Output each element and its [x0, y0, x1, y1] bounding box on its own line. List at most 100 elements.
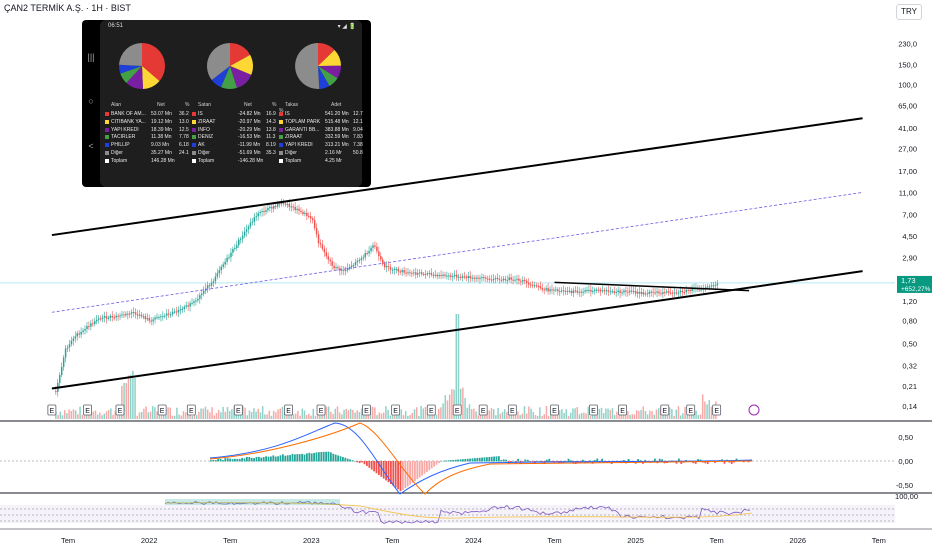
- phone-table-cell: 13.8: [266, 126, 276, 133]
- phone-table-cell: AK: [198, 142, 205, 149]
- phone-table-cell: 16.9: [266, 111, 276, 117]
- volume-bar: [90, 414, 92, 419]
- volume-bar: [360, 408, 363, 419]
- phone-table-cell: BANK OF AM...: [111, 111, 146, 117]
- candle: [529, 284, 532, 286]
- candle: [440, 275, 442, 277]
- legend-swatch: [192, 119, 196, 124]
- candle: [502, 278, 505, 281]
- candle: [469, 276, 472, 279]
- volume-bar: [521, 413, 524, 419]
- volume-bar: [356, 410, 359, 419]
- volume-bar: [261, 406, 264, 419]
- volume-bar: [492, 408, 495, 419]
- macd-bar: [462, 459, 464, 462]
- volume-bar: [305, 414, 308, 419]
- candle: [518, 278, 520, 281]
- macd-bar: [294, 454, 296, 462]
- macd-bar: [315, 452, 318, 462]
- phone-table-row: IS -24.82 Mn 16.9: [192, 111, 284, 119]
- macd-bar: [313, 452, 315, 462]
- volume-bar: [213, 415, 216, 419]
- event-marker-label: E: [393, 408, 398, 415]
- volume-bar: [686, 413, 689, 419]
- candle: [582, 291, 584, 293]
- candle: [527, 282, 530, 285]
- candle: [191, 302, 193, 304]
- candle: [156, 317, 158, 319]
- event-marker-label: E: [364, 408, 369, 415]
- phone-table-cell: 146.28 Mn: [151, 157, 175, 164]
- volume-bar: [589, 415, 592, 419]
- price-axis-tick: 2,90: [902, 254, 917, 263]
- candle: [570, 290, 573, 294]
- event-marker-box: [362, 404, 371, 416]
- macd-bar: [502, 459, 505, 462]
- phone-table-cell: Toplam: [111, 157, 128, 164]
- volume-bar: [171, 415, 174, 419]
- pie-slice: [318, 65, 342, 79]
- phone-screenshot: ||| ○ < 06:51 ▾ ◢ 🔋 Alan Net% BANK OF AM..…: [82, 20, 371, 187]
- candle: [632, 291, 635, 293]
- macd-bar: [464, 458, 467, 462]
- macd-bar: [466, 458, 469, 462]
- volume-bar: [701, 394, 704, 419]
- volume-bar: [358, 412, 361, 419]
- volume-bar: [409, 415, 411, 419]
- candle: [654, 292, 656, 294]
- candle: [132, 312, 135, 314]
- volume-bar: [539, 407, 541, 419]
- phone-table-cell: 14.3: [266, 118, 276, 125]
- currency-button[interactable]: TRY: [896, 4, 922, 20]
- candle: [228, 257, 230, 259]
- candle: [150, 320, 152, 322]
- candle: [300, 210, 302, 212]
- rsi-overbought-fill: [165, 499, 340, 505]
- macd-bar: [570, 460, 572, 462]
- price-axis-tick: 0,32: [902, 362, 917, 371]
- candle: [331, 261, 333, 266]
- candle: [634, 291, 637, 294]
- candle: [543, 289, 545, 291]
- volume-bar: [536, 415, 539, 419]
- candle: [360, 258, 363, 261]
- candle: [574, 290, 577, 292]
- volume-bar: [182, 411, 185, 419]
- volume-bar: [378, 412, 381, 419]
- candle: [660, 293, 662, 295]
- candle: [496, 278, 499, 280]
- event-marker-box: [686, 404, 696, 416]
- macd-bar: [536, 460, 539, 462]
- phone-table-cell: TOPLAM PARK: [285, 118, 321, 125]
- candle: [125, 313, 127, 316]
- volume-bar: [308, 413, 310, 419]
- macd-bar: [747, 461, 750, 463]
- candle: [547, 288, 549, 292]
- volume-bar: [624, 414, 627, 419]
- macd-bar: [589, 460, 591, 462]
- candle: [269, 206, 271, 209]
- macd-bar: [330, 452, 332, 462]
- volume-bar: [519, 415, 521, 419]
- volume-bar: [101, 415, 103, 419]
- volume-bar: [640, 409, 642, 419]
- volume-bar: [125, 383, 128, 419]
- candle: [401, 270, 403, 273]
- candle: [477, 277, 479, 279]
- candle: [129, 313, 131, 315]
- candle: [516, 278, 518, 280]
- candle: [247, 226, 250, 230]
- candle: [68, 344, 71, 348]
- candle: [372, 245, 374, 248]
- candle: [140, 314, 143, 317]
- volume-bar: [354, 412, 356, 419]
- candle: [195, 300, 197, 302]
- candle: [117, 315, 119, 317]
- volume-bar: [468, 404, 471, 419]
- volume-bar: [116, 415, 119, 419]
- candle: [323, 248, 326, 253]
- candle: [438, 275, 440, 277]
- candle: [310, 216, 312, 219]
